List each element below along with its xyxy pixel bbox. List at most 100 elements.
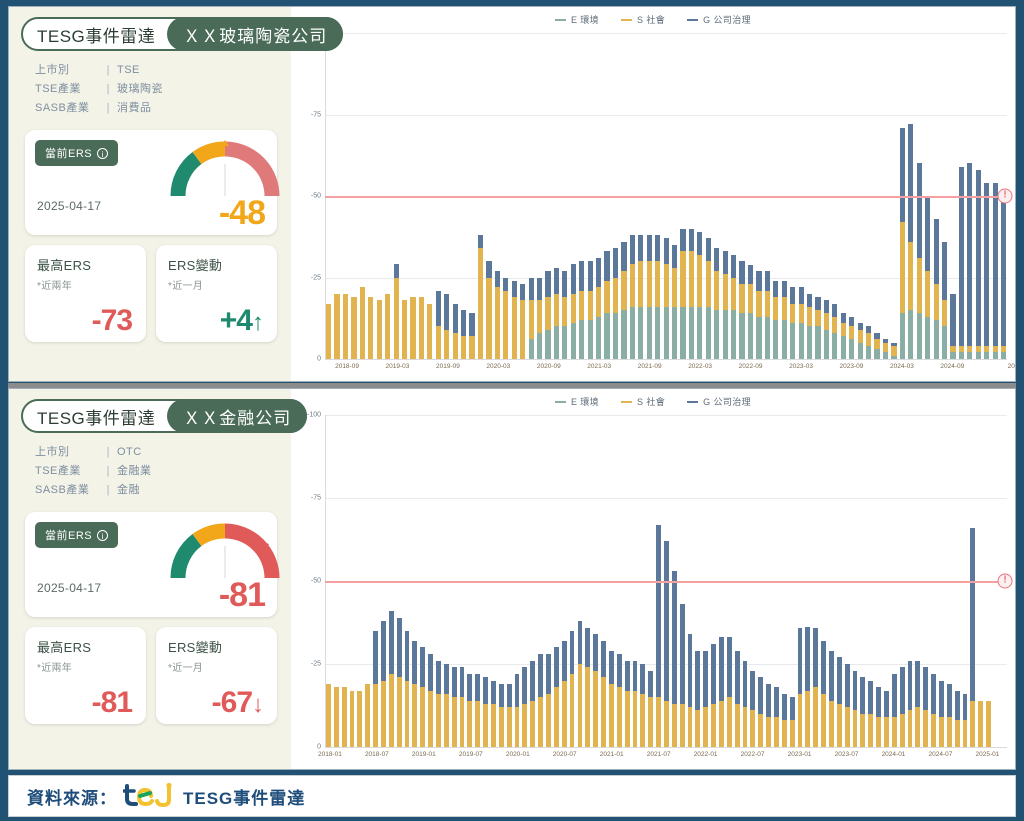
bar[interactable]: [703, 415, 709, 747]
bar[interactable]: [483, 415, 489, 747]
bar[interactable]: [747, 33, 754, 359]
bar[interactable]: [718, 415, 724, 747]
bar[interactable]: [705, 33, 711, 359]
bar[interactable]: [494, 33, 500, 359]
bar[interactable]: [333, 415, 339, 747]
bar[interactable]: [452, 33, 458, 359]
bar[interactable]: [601, 415, 606, 747]
bar[interactable]: [530, 415, 536, 747]
bar[interactable]: [899, 33, 905, 359]
bar[interactable]: [806, 33, 813, 359]
bar[interactable]: [401, 33, 408, 359]
bar[interactable]: [954, 415, 960, 747]
bar[interactable]: [797, 415, 803, 747]
bar[interactable]: [451, 415, 457, 747]
bar[interactable]: [781, 415, 787, 747]
bar[interactable]: [553, 33, 560, 359]
bar[interactable]: [570, 33, 576, 359]
bar[interactable]: [629, 33, 635, 359]
bar[interactable]: [359, 33, 365, 359]
bar[interactable]: [404, 415, 410, 747]
bar[interactable]: [844, 415, 850, 747]
bar[interactable]: [916, 33, 922, 359]
bar[interactable]: [491, 415, 496, 747]
bar[interactable]: [711, 415, 716, 747]
bar[interactable]: [908, 33, 914, 359]
bar[interactable]: [545, 33, 551, 359]
bar[interactable]: [688, 33, 695, 359]
bar[interactable]: [866, 33, 872, 359]
bar[interactable]: [520, 33, 526, 359]
bar[interactable]: [410, 33, 416, 359]
bar[interactable]: [585, 415, 591, 747]
bar[interactable]: [381, 415, 386, 747]
bar[interactable]: [781, 33, 787, 359]
bar[interactable]: [498, 415, 504, 747]
bar[interactable]: [852, 415, 858, 747]
bar[interactable]: [443, 415, 449, 747]
bar[interactable]: [326, 415, 331, 747]
bar[interactable]: [860, 415, 866, 747]
info-icon[interactable]: i: [97, 529, 109, 541]
bar[interactable]: [368, 33, 374, 359]
bar[interactable]: [923, 415, 929, 747]
bar[interactable]: [640, 415, 646, 747]
bar[interactable]: [393, 33, 399, 359]
bar[interactable]: [958, 33, 965, 359]
bar[interactable]: [587, 33, 593, 359]
bar[interactable]: [596, 33, 602, 359]
alert-icon[interactable]: !: [997, 188, 1013, 204]
bar[interactable]: [546, 415, 551, 747]
bar[interactable]: [805, 415, 811, 747]
bar[interactable]: [679, 415, 685, 747]
bar[interactable]: [986, 415, 992, 747]
bar[interactable]: [939, 415, 944, 747]
bar[interactable]: [514, 415, 520, 747]
bar[interactable]: [444, 33, 450, 359]
bar[interactable]: [506, 415, 512, 747]
bar[interactable]: [750, 415, 756, 747]
bar[interactable]: [946, 415, 952, 747]
bar[interactable]: [376, 33, 382, 359]
bar[interactable]: [813, 415, 819, 747]
bar[interactable]: [907, 415, 913, 747]
bar[interactable]: [608, 415, 614, 747]
bar[interactable]: [663, 415, 669, 747]
bar[interactable]: [978, 415, 984, 747]
bar[interactable]: [612, 33, 619, 359]
bar[interactable]: [427, 33, 433, 359]
bar[interactable]: [933, 33, 939, 359]
bar[interactable]: [950, 33, 956, 359]
bar[interactable]: [373, 415, 378, 747]
bar[interactable]: [714, 33, 720, 359]
bar[interactable]: [388, 415, 394, 747]
alert-icon[interactable]: !: [997, 573, 1013, 589]
bar[interactable]: [931, 415, 937, 747]
bar[interactable]: [385, 33, 391, 359]
bar[interactable]: [790, 33, 796, 359]
bar[interactable]: [874, 33, 880, 359]
bar[interactable]: [773, 33, 779, 359]
bar[interactable]: [365, 415, 371, 747]
bar[interactable]: [351, 33, 357, 359]
bar[interactable]: [882, 33, 889, 359]
bar[interactable]: [648, 415, 654, 747]
bar[interactable]: [695, 415, 701, 747]
bar[interactable]: [915, 415, 921, 747]
bar[interactable]: [469, 33, 475, 359]
bar[interactable]: [522, 415, 528, 747]
bar[interactable]: [671, 415, 677, 747]
bar[interactable]: [553, 415, 559, 747]
bar[interactable]: [396, 415, 402, 747]
bar[interactable]: [538, 415, 544, 747]
bar[interactable]: [616, 415, 622, 747]
bar[interactable]: [891, 33, 897, 359]
bar[interactable]: [461, 33, 467, 359]
bar[interactable]: [967, 33, 973, 359]
bar[interactable]: [876, 415, 881, 747]
bar[interactable]: [638, 33, 644, 359]
bar[interactable]: [656, 415, 661, 747]
bar[interactable]: [632, 415, 638, 747]
bar[interactable]: [962, 415, 968, 747]
bar[interactable]: [536, 33, 543, 359]
